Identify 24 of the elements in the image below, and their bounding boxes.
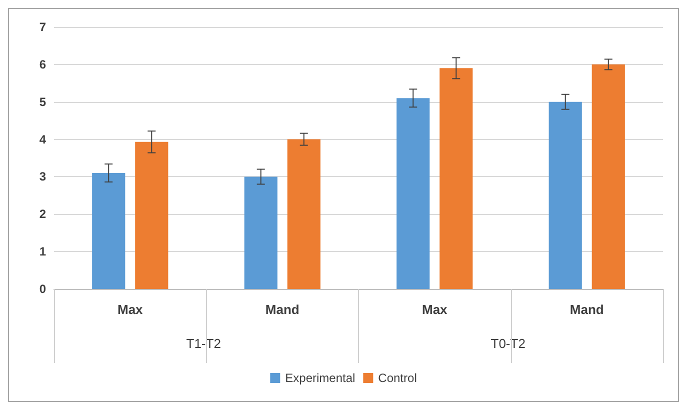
y-tick-label: 1 <box>39 244 46 259</box>
bar <box>440 68 473 289</box>
x-tick-label: Mand <box>570 302 604 317</box>
y-tick-label: 4 <box>39 132 46 146</box>
x-tick-label: Max <box>117 302 144 317</box>
legend-label: Control <box>378 371 417 385</box>
y-tick-label: 6 <box>39 57 46 72</box>
x-tick-label: Max <box>422 302 448 317</box>
bar <box>287 139 320 289</box>
y-tick-label: 7 <box>39 20 46 34</box>
bar <box>396 98 430 289</box>
bar <box>592 64 625 289</box>
text: T0-T2 <box>490 336 526 351</box>
bar <box>244 176 278 289</box>
text: T1-T2 <box>186 336 221 351</box>
x-tick-label: Mand <box>265 302 300 317</box>
bar <box>548 102 582 289</box>
y-tick-label: 3 <box>39 170 46 184</box>
y-tick-label: 2 <box>39 207 46 222</box>
y-tick-label: 5 <box>39 94 46 109</box>
legend-label: Experimental <box>285 371 356 385</box>
bar <box>135 142 168 289</box>
y-tick-label: 0 <box>39 282 46 296</box>
bar <box>92 172 126 289</box>
